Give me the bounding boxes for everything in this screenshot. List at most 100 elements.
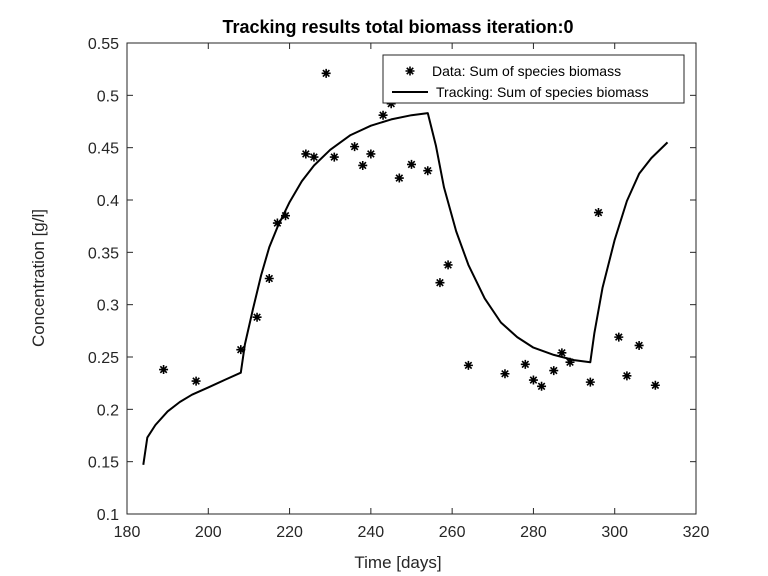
y-tick-label: 0.2 (97, 402, 119, 419)
legend-box (382, 54, 685, 104)
x-tick-label: 240 (358, 524, 385, 541)
data-point-marker-glyph (520, 359, 530, 369)
x-tick-label: 300 (601, 524, 628, 541)
data-point-marker (557, 348, 567, 358)
y-tick-label: 0.25 (88, 350, 119, 367)
legend-label-tracking: Tracking: Sum of species biomass (436, 84, 649, 100)
data-point-marker (634, 340, 644, 350)
data-point-marker-glyph (423, 166, 433, 176)
data-point-marker-glyph (500, 369, 510, 379)
data-point-marker-glyph (394, 173, 404, 183)
data-point-marker (443, 260, 453, 270)
data-point-marker-glyph (281, 211, 291, 221)
data-point-marker (435, 278, 445, 288)
data-point-marker-glyph (264, 274, 274, 283)
legend-label-data: Data: Sum of species biomass (432, 63, 621, 79)
data-point-marker (585, 377, 595, 387)
y-tick-label: 0.35 (88, 245, 119, 262)
data-point-marker-glyph (634, 340, 644, 350)
legend-asterisk-glyph (405, 66, 415, 76)
y-axis-label: Concentration [g/l] (29, 209, 48, 347)
data-point-marker (394, 173, 404, 183)
x-axis-label: Time [days] (354, 553, 441, 572)
tracking-series-line (142, 112, 669, 465)
data-point-marker-glyph (329, 152, 339, 162)
data-point-marker-glyph (378, 110, 388, 120)
data-point-marker (358, 160, 368, 170)
data-point-marker-glyph (593, 208, 603, 218)
data-point-marker-glyph (321, 68, 331, 78)
data-point-marker (423, 166, 433, 176)
legend: Data: Sum of species biomass Tracking: S… (382, 54, 685, 104)
data-point-marker (565, 357, 575, 367)
data-point-marker (366, 149, 376, 159)
data-point-marker-glyph (350, 142, 360, 152)
data-point-marker (272, 218, 282, 228)
data-point-marker (191, 376, 201, 386)
data-point-marker-glyph (537, 381, 547, 391)
y-tick-label: 0.1 (97, 507, 119, 524)
legend-marker-asterisk (405, 66, 415, 76)
data-point-marker-glyph (435, 278, 445, 288)
data-point-marker-glyph (301, 149, 311, 159)
y-tick-label: 0.3 (97, 298, 119, 315)
data-point-marker (350, 142, 360, 152)
data-point-marker-glyph (159, 365, 169, 375)
data-point-marker (386, 99, 396, 109)
data-point-marker-glyph (622, 371, 632, 381)
data-markers-layer (159, 68, 660, 391)
tracking-line-layer (142, 112, 669, 465)
data-point-marker (321, 68, 331, 78)
data-point-marker (264, 274, 274, 283)
data-point-marker-glyph (272, 218, 282, 228)
data-point-marker-glyph (528, 375, 538, 385)
data-point-marker (549, 366, 559, 376)
data-point-marker (309, 152, 319, 162)
data-point-marker-glyph (557, 348, 567, 358)
ticks-layer (126, 42, 697, 515)
data-point-marker (281, 211, 291, 221)
data-point-marker-glyph (191, 376, 201, 386)
data-point-marker (236, 345, 246, 355)
data-point-marker-glyph (549, 366, 559, 376)
data-point-marker (520, 359, 530, 369)
data-point-marker (463, 360, 473, 370)
data-point-marker (500, 369, 510, 379)
data-point-marker (159, 365, 169, 375)
legend-asterisk (405, 66, 415, 76)
plot-box (126, 42, 697, 515)
data-point-marker (252, 312, 262, 322)
data-point-marker-glyph (463, 360, 473, 370)
data-point-marker-glyph (252, 312, 262, 322)
data-point-marker-glyph (407, 159, 416, 169)
y-tick-label: 0.5 (97, 88, 119, 105)
plot-area (127, 43, 696, 514)
data-point-marker (301, 149, 311, 159)
data-point-marker (614, 332, 624, 342)
y-tick-label: 0.55 (88, 36, 119, 53)
data-point-marker-glyph (358, 160, 368, 170)
x-tick-label: 200 (195, 524, 222, 541)
data-point-marker (528, 375, 538, 385)
data-point-marker-glyph (386, 99, 396, 109)
data-point-marker-glyph (565, 357, 575, 367)
x-tick-label: 260 (439, 524, 466, 541)
data-point-marker-glyph (614, 332, 624, 342)
x-tick-label: 320 (683, 524, 710, 541)
y-tick-label: 0.15 (88, 455, 119, 472)
data-point-marker (622, 371, 632, 381)
data-point-marker (650, 380, 660, 390)
data-point-marker (537, 381, 547, 391)
chart-title: Tracking results total biomass iteration… (222, 17, 573, 37)
x-tick-label: 280 (520, 524, 547, 541)
data-point-marker-glyph (650, 380, 660, 390)
data-point-marker (593, 208, 603, 218)
data-point-marker (407, 159, 416, 169)
x-tick-label: 180 (114, 524, 141, 541)
data-point-marker-glyph (309, 152, 319, 162)
y-tick-label: 0.4 (97, 193, 119, 210)
data-point-marker (378, 110, 388, 120)
data-point-marker-glyph (443, 260, 453, 270)
